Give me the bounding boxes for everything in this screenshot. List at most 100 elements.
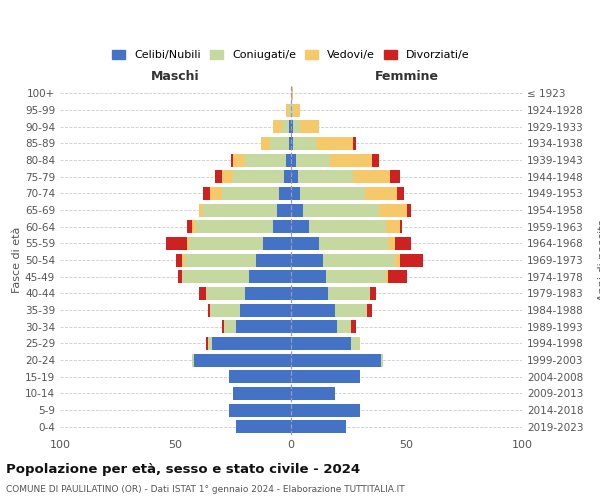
Bar (250, 270, 291, 283)
Bar (298, 170, 353, 183)
Bar (351, 320, 356, 333)
Bar (206, 287, 245, 300)
Bar (291, 187, 300, 200)
Y-axis label: Fasce di età: Fasce di età (12, 227, 22, 293)
Bar (400, 220, 402, 233)
Bar (272, 120, 282, 133)
Bar (178, 270, 182, 283)
Bar (293, 104, 300, 117)
Bar (203, 204, 277, 216)
Bar (210, 187, 222, 200)
Text: Popolazione per età, sesso e stato civile - 2024: Popolazione per età, sesso e stato civil… (6, 462, 360, 475)
Bar (203, 187, 210, 200)
Bar (291, 354, 381, 366)
Bar (407, 204, 411, 216)
Bar (286, 154, 291, 166)
Bar (233, 154, 245, 166)
Bar (215, 170, 222, 183)
Bar (191, 354, 194, 366)
Bar (323, 254, 395, 266)
Bar (388, 270, 407, 283)
Bar (310, 220, 386, 233)
Bar (224, 320, 236, 333)
Bar (293, 137, 316, 150)
Bar (296, 154, 330, 166)
Bar (190, 237, 263, 250)
Bar (229, 370, 291, 383)
Bar (291, 220, 310, 233)
Bar (185, 254, 256, 266)
Bar (176, 254, 182, 266)
Bar (351, 337, 360, 350)
Bar (353, 170, 391, 183)
Bar (187, 220, 191, 233)
Bar (326, 270, 386, 283)
Bar (194, 354, 291, 366)
Bar (370, 287, 376, 300)
Text: Maschi: Maschi (151, 70, 200, 82)
Bar (291, 287, 328, 300)
Bar (245, 287, 291, 300)
Bar (328, 287, 370, 300)
Bar (395, 237, 411, 250)
Bar (289, 120, 291, 133)
Bar (263, 237, 291, 250)
Bar (291, 137, 293, 150)
Bar (291, 404, 360, 416)
Bar (199, 287, 206, 300)
Bar (240, 304, 291, 316)
Bar (208, 337, 212, 350)
Bar (187, 237, 190, 250)
Bar (199, 204, 203, 216)
Bar (291, 370, 360, 383)
Bar (236, 320, 291, 333)
Bar (400, 254, 422, 266)
Bar (245, 154, 286, 166)
Bar (222, 187, 280, 200)
Bar (291, 320, 337, 333)
Y-axis label: Anni di nascita: Anni di nascita (598, 219, 600, 301)
Bar (272, 220, 291, 233)
Bar (206, 337, 208, 350)
Bar (300, 187, 365, 200)
Bar (386, 270, 388, 283)
Bar (261, 137, 270, 150)
Bar (353, 137, 356, 150)
Bar (196, 220, 272, 233)
Bar (367, 304, 372, 316)
Bar (391, 170, 400, 183)
Bar (291, 170, 298, 183)
Bar (229, 404, 291, 416)
Bar (284, 170, 291, 183)
Bar (291, 87, 293, 100)
Bar (395, 254, 400, 266)
Bar (208, 304, 210, 316)
Bar (280, 187, 291, 200)
Bar (231, 154, 233, 166)
Bar (282, 120, 289, 133)
Bar (293, 120, 300, 133)
Bar (386, 220, 400, 233)
Bar (365, 187, 397, 200)
Bar (291, 120, 293, 133)
Bar (291, 204, 302, 216)
Bar (191, 220, 196, 233)
Bar (337, 320, 351, 333)
Bar (316, 137, 353, 150)
Bar (291, 420, 346, 433)
Bar (212, 337, 291, 350)
Bar (289, 104, 291, 117)
Bar (300, 120, 319, 133)
Bar (233, 387, 291, 400)
Bar (291, 387, 335, 400)
Bar (291, 304, 335, 316)
Bar (388, 237, 395, 250)
Bar (335, 304, 367, 316)
Bar (291, 337, 351, 350)
Bar (291, 270, 326, 283)
Bar (372, 154, 379, 166)
Bar (319, 237, 388, 250)
Bar (182, 254, 185, 266)
Bar (291, 237, 319, 250)
Bar (381, 354, 383, 366)
